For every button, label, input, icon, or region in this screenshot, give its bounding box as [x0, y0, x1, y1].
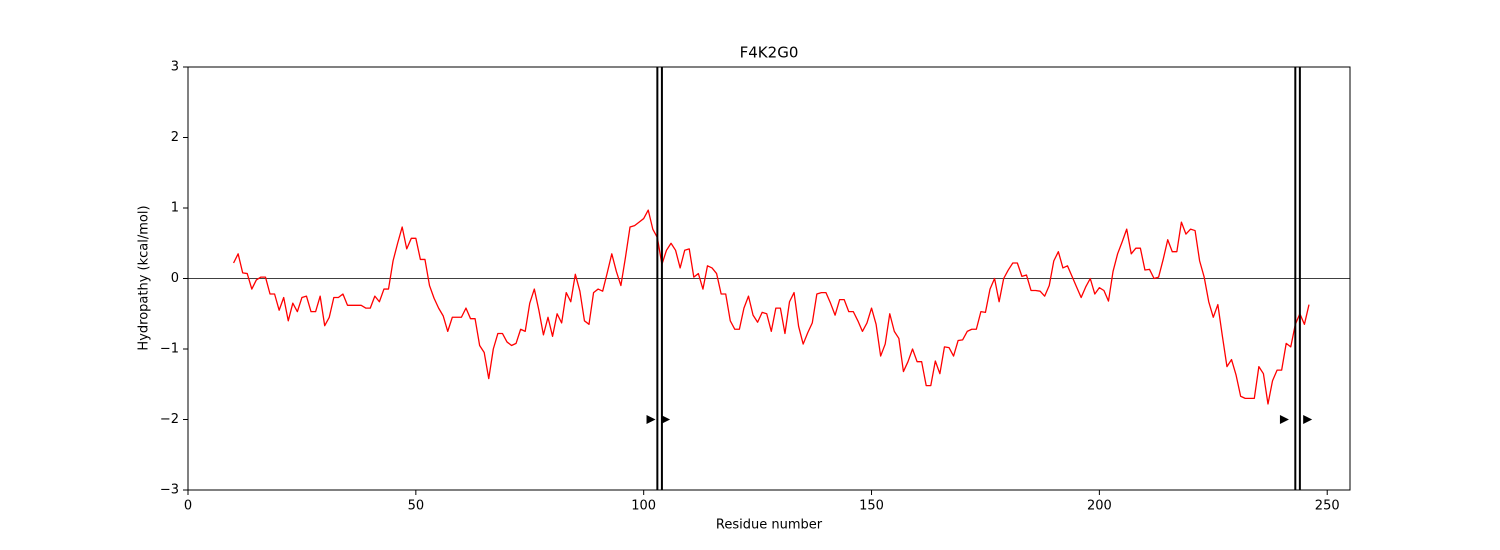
y-tick-label: −3 — [160, 483, 179, 498]
y-axis-label: Hydropathy (kcal/mol) — [137, 205, 152, 350]
y-tick-label: 1 — [171, 201, 179, 216]
direction-marker — [1303, 415, 1313, 424]
x-tick-label: 100 — [631, 499, 656, 514]
x-axis-label: Residue number — [716, 518, 823, 533]
chart-title: F4K2G0 — [740, 44, 799, 62]
y-tick-label: −1 — [160, 342, 179, 357]
direction-marker — [1279, 415, 1289, 424]
direction-marker — [646, 415, 656, 424]
x-tick-label: 150 — [859, 499, 884, 514]
x-tick-label: 50 — [408, 499, 425, 514]
x-tick-label: 250 — [1315, 499, 1340, 514]
y-tick-label: 2 — [171, 130, 179, 145]
y-tick-label: −2 — [160, 412, 179, 427]
plot-frame — [187, 66, 1351, 491]
y-tick-label: 0 — [171, 271, 179, 286]
hydropathy-line — [232, 209, 1310, 405]
y-tick-label: 3 — [171, 60, 179, 75]
x-tick-label: 200 — [1087, 499, 1112, 514]
x-tick-label: 0 — [184, 499, 192, 514]
direction-marker — [661, 415, 671, 424]
